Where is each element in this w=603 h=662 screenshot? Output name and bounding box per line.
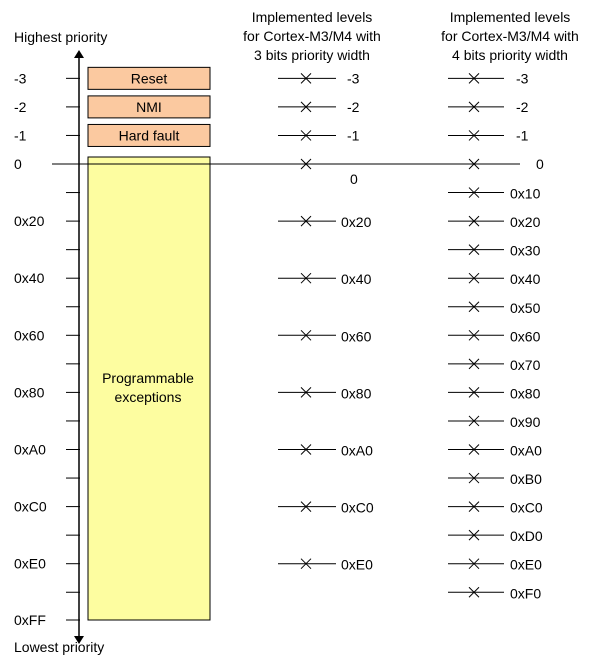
level-marker-cross	[300, 329, 312, 341]
level-label-4bit: 0x80	[510, 385, 541, 401]
axis-tick-label: 0xE0	[14, 556, 46, 572]
lowest-priority-label: Lowest priority	[14, 639, 104, 655]
column-4bit-header-line1: Implemented levels	[450, 9, 571, 25]
level-label-3bit: -3	[347, 70, 360, 86]
level-label-4bit: 0x60	[510, 328, 541, 344]
fixed-exception-label: NMI	[136, 99, 162, 115]
level-label-4bit: 0xE0	[510, 557, 542, 573]
level-marker-cross	[468, 358, 480, 370]
level-label-4bit: -2	[516, 99, 529, 115]
level-label-4bit: 0x20	[510, 214, 541, 230]
level-marker-cross	[300, 272, 312, 284]
column-3bit-header-line3: 3 bits priority width	[254, 47, 370, 63]
level-marker-cross	[468, 101, 480, 113]
fixed-exception-label: Hard fault	[119, 127, 180, 143]
level-label-3bit: 0xC0	[341, 500, 374, 516]
level-label-3bit: 0xA0	[341, 443, 373, 459]
level-label-4bit: 0x90	[510, 414, 541, 430]
level-marker-cross	[468, 301, 480, 313]
axis-tick-label: -3	[14, 70, 27, 86]
axis-tick-label: 0x80	[14, 384, 45, 400]
axis-tick-label: 0xA0	[14, 442, 46, 458]
level-marker-cross	[468, 158, 480, 170]
axis-tick-label: 0xFF	[14, 612, 46, 628]
level-marker-cross	[468, 72, 480, 84]
level-label-4bit: 0xB0	[510, 471, 542, 487]
axis-ticks: -3 -2 -1 0 0x20 0x40 0x60 0x80 0xA0 0xC0 0xE0 0xFF	[14, 70, 80, 628]
level-marker-cross	[300, 215, 312, 227]
column-3bit-header-line1: Implemented levels	[252, 9, 373, 25]
column-3bit-header-line2: for Cortex-M3/M4 with	[243, 28, 381, 44]
column-4bit-header-line2: for Cortex-M3/M4 with	[441, 28, 579, 44]
level-label-4bit: 0x50	[510, 300, 541, 316]
level-marker-cross	[468, 215, 480, 227]
level-marker-cross	[468, 586, 480, 598]
programmable-exceptions-line2: exceptions	[115, 389, 182, 405]
level-marker-cross	[468, 501, 480, 512]
fixed-exception-label: Reset	[131, 70, 168, 86]
level-label-3bit: 0x80	[341, 385, 372, 401]
level-marker-cross	[468, 558, 480, 570]
level-marker-cross	[300, 158, 312, 170]
axis-tick-label: 0xC0	[14, 499, 47, 515]
level-marker-cross	[468, 187, 480, 198]
level-label-4bit: 0xC0	[510, 500, 543, 516]
level-label-4bit: 0x30	[510, 243, 541, 259]
level-label-3bit: 0	[350, 171, 358, 187]
level-label-4bit: 0xD0	[510, 528, 543, 544]
level-marker-cross	[468, 329, 480, 341]
level-label-3bit: 0x20	[341, 214, 372, 230]
level-marker-cross	[300, 72, 312, 84]
level-label-3bit: 0xE0	[341, 557, 373, 573]
level-label-4bit: 0x70	[510, 357, 541, 373]
fixed-exception-box	[87, 66, 211, 90]
level-marker-cross	[300, 558, 312, 570]
level-label-4bit: -3	[516, 70, 529, 86]
level-marker-cross	[468, 387, 480, 398]
programmable-exceptions-box	[87, 156, 211, 621]
level-label-4bit: 0xA0	[510, 443, 542, 459]
axis-tick-label: -1	[14, 127, 27, 143]
level-label-3bit: 0x60	[341, 328, 372, 344]
column-4bit-levels: -3 -2 -1 0 0x10 0x20 0x30 0x40 0x50 0x60 0x70 0x80 0…	[448, 70, 544, 601]
level-marker-cross	[300, 130, 312, 141]
axis-tick-label: 0	[14, 156, 22, 172]
level-marker-cross	[468, 472, 480, 484]
level-marker-cross	[468, 529, 480, 541]
column-4bit-header-line3: 4 bits priority width	[452, 47, 568, 63]
level-label-4bit: 0	[536, 156, 544, 172]
level-label-4bit: 0xF0	[510, 585, 541, 601]
fixed-exception-box	[87, 95, 211, 119]
level-marker-cross	[468, 244, 480, 256]
axis-tick-label: -2	[14, 99, 27, 115]
level-marker-cross	[300, 101, 312, 113]
axis-tick-label: 0x40	[14, 270, 45, 286]
axis-tick-label: 0x20	[14, 213, 45, 229]
highest-priority-label: Highest priority	[14, 29, 107, 45]
programmable-exceptions-line1: Programmable	[102, 370, 194, 386]
level-marker-cross	[300, 444, 312, 455]
level-label-3bit: 0x40	[341, 271, 372, 287]
fixed-exception-boxes: Reset NMI Hard fault	[87, 66, 211, 147]
level-marker-cross	[300, 387, 312, 398]
fixed-exception-box	[87, 123, 211, 147]
level-label-4bit: 0x40	[510, 271, 541, 287]
column-3bit-levels: -3 -2 -1 0 0x20 0x40 0x60 0x80 0xA0 0xC0 0xE0	[278, 70, 374, 573]
level-marker-cross	[468, 444, 480, 455]
axis-tick-label: 0x60	[14, 327, 45, 343]
level-marker-cross	[468, 415, 480, 427]
level-label-4bit: -1	[516, 127, 529, 143]
level-marker-cross	[468, 130, 480, 141]
level-label-4bit: 0x10	[510, 186, 541, 202]
level-label-3bit: -1	[347, 127, 360, 143]
level-label-3bit: -2	[347, 99, 360, 115]
level-marker-cross	[468, 272, 480, 284]
level-marker-cross	[300, 501, 312, 512]
